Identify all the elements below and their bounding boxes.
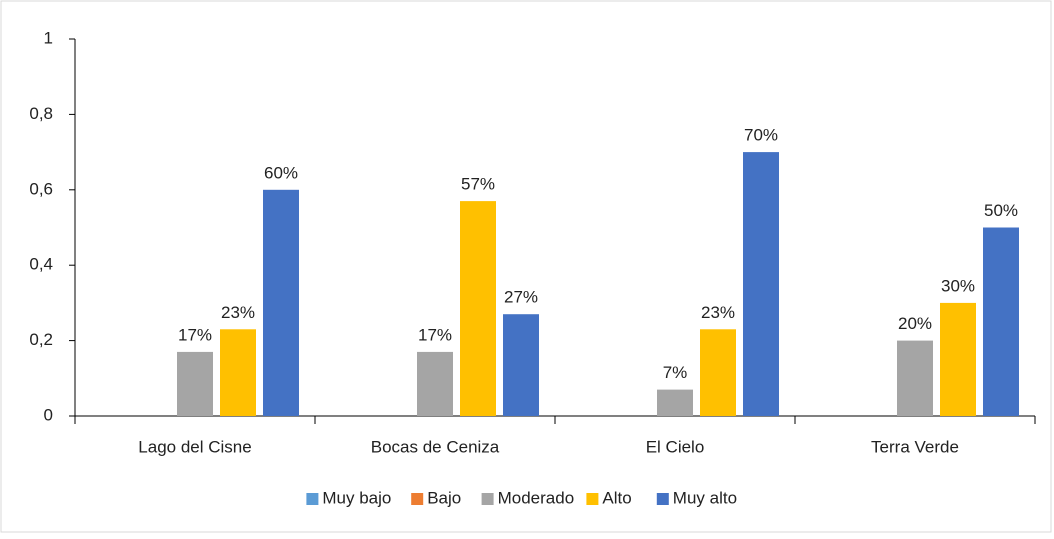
legend-label: Muy bajo: [322, 488, 391, 507]
bar: [503, 314, 539, 416]
data-label: 50%: [984, 201, 1018, 220]
legend-label: Alto: [602, 488, 631, 507]
bar: [700, 329, 736, 416]
data-label: 30%: [941, 276, 975, 295]
x-tick-label: Lago del Cisne: [138, 437, 251, 456]
data-label: 23%: [701, 303, 735, 322]
bar: [940, 302, 976, 416]
data-label: 17%: [178, 325, 212, 344]
data-label: 70%: [744, 126, 778, 145]
y-tick-label: 0,4: [29, 255, 53, 274]
bar: [417, 351, 453, 416]
bar: [897, 340, 933, 416]
x-tick-label: El Cielo: [646, 437, 705, 456]
legend-label: Moderado: [498, 488, 575, 507]
data-label: 20%: [898, 314, 932, 333]
x-tick-label: Terra Verde: [871, 437, 959, 456]
data-label: 17%: [418, 325, 452, 344]
y-tick-label: 0: [44, 405, 53, 424]
bar: [220, 329, 256, 416]
bar: [263, 189, 299, 416]
y-tick-label: 1: [44, 28, 53, 47]
bar: [743, 152, 779, 416]
data-label: 60%: [264, 163, 298, 182]
legend-label: Bajo: [427, 488, 461, 507]
y-tick-label: 0,8: [29, 104, 53, 123]
data-label: 27%: [504, 288, 538, 307]
y-tick-label: 0,6: [29, 179, 53, 198]
data-label: 7%: [663, 363, 688, 382]
legend-swatch: [656, 493, 669, 505]
data-label: 57%: [461, 175, 495, 194]
bar: [460, 201, 496, 416]
legend-swatch: [481, 493, 494, 505]
legend-label: Muy alto: [673, 488, 737, 507]
y-tick-label: 0,2: [29, 330, 53, 349]
data-label: 23%: [221, 303, 255, 322]
x-tick-label: Bocas de Ceniza: [371, 437, 500, 456]
bar: [657, 389, 693, 416]
bar: [983, 227, 1019, 416]
legend-swatch: [586, 493, 599, 505]
bar: [177, 351, 213, 416]
legend-swatch: [306, 493, 319, 505]
legend-swatch: [411, 493, 424, 505]
